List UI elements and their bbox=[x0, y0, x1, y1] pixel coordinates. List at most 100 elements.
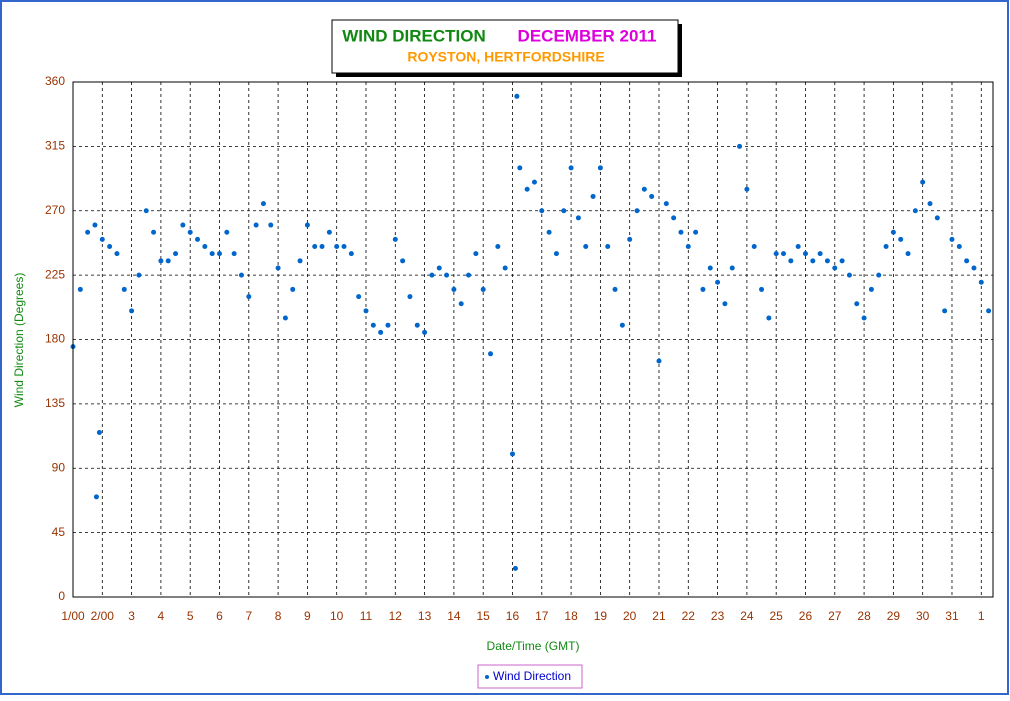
y-axis-label: Wind Direction (Degrees) bbox=[12, 273, 26, 408]
data-point bbox=[488, 351, 494, 357]
data-point bbox=[378, 329, 384, 335]
x-tick-label: 22 bbox=[682, 609, 696, 623]
data-point bbox=[143, 208, 149, 214]
data-point bbox=[246, 294, 252, 300]
data-point bbox=[597, 165, 603, 171]
x-tick-label: 14 bbox=[447, 609, 461, 623]
x-tick-label: 7 bbox=[245, 609, 252, 623]
data-point bbox=[304, 222, 310, 228]
data-point bbox=[129, 308, 135, 314]
data-point bbox=[546, 229, 552, 235]
data-point bbox=[290, 286, 296, 292]
data-point bbox=[949, 236, 955, 242]
data-point bbox=[641, 186, 647, 192]
x-tick-label: 24 bbox=[740, 609, 754, 623]
y-tick-label: 90 bbox=[52, 460, 66, 474]
y-tick-label: 225 bbox=[45, 267, 65, 281]
data-point bbox=[942, 308, 948, 314]
data-point bbox=[781, 251, 787, 257]
data-point bbox=[414, 322, 420, 328]
y-tick-label: 135 bbox=[45, 396, 65, 410]
data-point bbox=[216, 251, 222, 257]
data-point bbox=[512, 565, 518, 571]
x-tick-label: 1 bbox=[978, 609, 985, 623]
data-point bbox=[693, 229, 699, 235]
data-point bbox=[202, 244, 208, 250]
data-point bbox=[861, 315, 867, 321]
data-point bbox=[458, 301, 464, 307]
data-point bbox=[473, 251, 479, 257]
x-tick-label: 21 bbox=[652, 609, 666, 623]
data-point bbox=[561, 208, 567, 214]
x-tick-label: 9 bbox=[304, 609, 311, 623]
data-point bbox=[832, 265, 838, 271]
data-point bbox=[312, 244, 318, 250]
data-point bbox=[817, 251, 823, 257]
x-tick-label: 11 bbox=[360, 609, 373, 623]
x-tick-label: 27 bbox=[828, 609, 842, 623]
data-point bbox=[744, 186, 750, 192]
data-point bbox=[268, 222, 274, 228]
data-point bbox=[627, 236, 633, 242]
data-point bbox=[715, 279, 721, 285]
x-tick-label: 19 bbox=[594, 609, 608, 623]
data-point bbox=[583, 244, 589, 250]
y-tick-label: 45 bbox=[52, 525, 66, 539]
data-point bbox=[575, 215, 581, 221]
x-tick-label: 20 bbox=[623, 609, 637, 623]
data-point bbox=[890, 229, 896, 235]
data-point bbox=[451, 286, 457, 292]
data-point bbox=[93, 494, 99, 500]
data-point bbox=[517, 165, 523, 171]
data-point bbox=[568, 165, 574, 171]
data-point bbox=[114, 251, 120, 257]
data-point bbox=[876, 272, 882, 278]
data-point bbox=[964, 258, 970, 264]
legend-box bbox=[477, 664, 583, 689]
data-point bbox=[810, 258, 816, 264]
y-tick-label: 0 bbox=[58, 589, 65, 603]
data-point bbox=[334, 244, 340, 250]
data-point bbox=[986, 308, 992, 314]
data-point bbox=[158, 258, 164, 264]
data-point bbox=[685, 244, 691, 250]
data-point bbox=[429, 272, 435, 278]
x-tick-label: 16 bbox=[506, 609, 520, 623]
data-point bbox=[678, 229, 684, 235]
x-tick-label: 29 bbox=[887, 609, 901, 623]
x-tick-label: 2/00 bbox=[91, 609, 115, 623]
data-point bbox=[151, 229, 157, 235]
data-point bbox=[326, 229, 332, 235]
data-point bbox=[136, 272, 142, 278]
data-point bbox=[671, 215, 677, 221]
data-point bbox=[509, 451, 515, 457]
data-point bbox=[77, 286, 83, 292]
data-point bbox=[773, 251, 779, 257]
data-point bbox=[356, 294, 362, 300]
x-tick-label: 26 bbox=[799, 609, 813, 623]
data-point bbox=[788, 258, 794, 264]
data-point bbox=[466, 272, 472, 278]
data-point bbox=[238, 272, 244, 278]
data-point bbox=[99, 236, 105, 242]
data-point bbox=[502, 265, 508, 271]
plot-border bbox=[72, 81, 994, 598]
x-tick-label: 12 bbox=[389, 609, 403, 623]
data-point bbox=[978, 279, 984, 285]
data-point bbox=[85, 229, 91, 235]
data-point bbox=[605, 244, 611, 250]
data-point bbox=[253, 222, 259, 228]
data-point bbox=[400, 258, 406, 264]
data-point bbox=[934, 215, 940, 221]
y-tick-label: 360 bbox=[45, 74, 65, 88]
x-tick-label: 4 bbox=[158, 609, 165, 623]
data-point bbox=[912, 208, 918, 214]
data-point bbox=[282, 315, 288, 321]
data-point bbox=[436, 265, 442, 271]
data-point bbox=[107, 244, 113, 250]
data-point bbox=[649, 193, 655, 199]
title-box bbox=[331, 19, 679, 74]
x-tick-label: 18 bbox=[564, 609, 578, 623]
data-point bbox=[846, 272, 852, 278]
